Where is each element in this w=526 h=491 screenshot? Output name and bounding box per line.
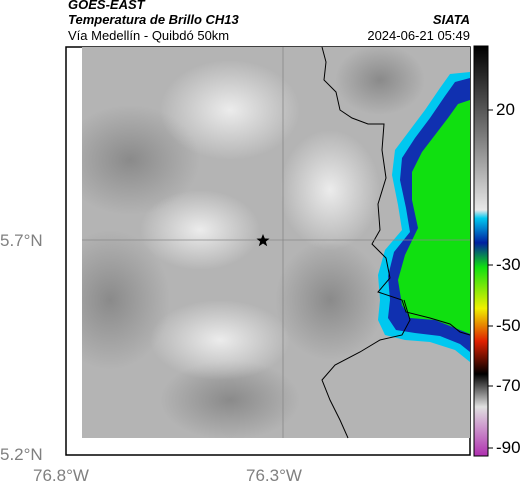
lat-label-5.7: 5.7°N [0,231,43,250]
cb-tick-20: 20 [496,100,515,119]
cb-tick-minus50: -50 [496,316,521,335]
location-star-icon [256,234,270,247]
timestamp-label: 2024-06-21 05:49 [367,28,470,43]
region-subtitle: Vía Medellín - Quibdó 50km [68,28,230,43]
cb-tick-minus30: -30 [496,255,521,274]
product-title: Temperatura de Brillo CH13 [68,12,239,27]
colorbar [473,45,489,457]
lon-label-76.3: 76.3°W [246,466,302,485]
cb-tick-minus70: -70 [496,376,521,395]
satellite-title: GOES-EAST [68,0,145,12]
brightness-temperature-field [82,47,470,438]
lon-label-76.8: 76.8°W [33,466,89,485]
lat-label-5.2: 5.2°N [0,445,43,464]
border-line [321,299,411,439]
org-label: SIATA [432,12,470,27]
cb-tick-minus90: -90 [496,438,521,457]
coastline [321,46,471,336]
